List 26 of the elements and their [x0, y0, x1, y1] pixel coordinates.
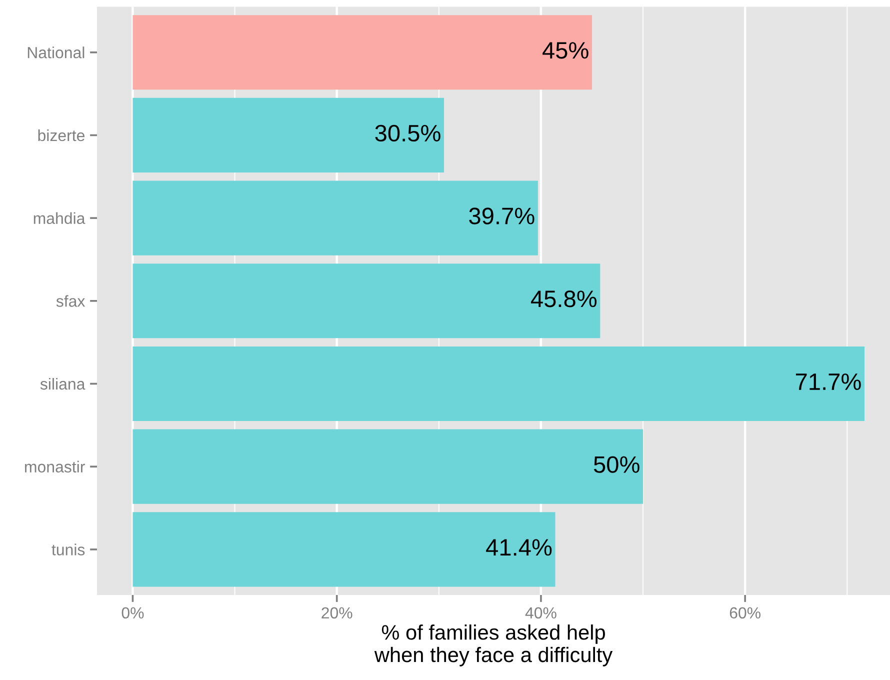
x-tick-label: 60%: [730, 607, 760, 619]
data-label: 71.7%: [796, 373, 861, 390]
data-label: 45%: [542, 42, 588, 59]
y-tick-label: mahdia: [34, 212, 86, 224]
bar: [132, 264, 600, 338]
x-tick-label: 20%: [322, 607, 352, 619]
x-axis-title: % of families asked help when they face a difficulty: [374, 624, 613, 666]
y-tick-label: bizerte: [38, 129, 84, 142]
y-tick-label: siliana: [40, 378, 86, 390]
y-tick-label: National: [28, 46, 84, 58]
bar: [132, 346, 864, 422]
data-label: 30.5%: [375, 124, 440, 142]
bar: [132, 15, 592, 90]
data-label: 45.8%: [530, 290, 597, 308]
bar: [132, 512, 556, 587]
y-tick-label: monastir: [25, 460, 85, 473]
x-tick-label: 40%: [525, 607, 556, 619]
data-label: 50%: [594, 456, 640, 473]
bar: [132, 180, 538, 256]
data-label: 39.7%: [469, 208, 534, 224]
x-tick-label: 0%: [122, 607, 144, 619]
bar: [132, 429, 644, 504]
bar: [132, 98, 444, 172]
y-tick-label: tunis: [52, 544, 85, 556]
y-tick-label: sfax: [56, 295, 86, 307]
data-label: 41.4%: [486, 539, 552, 556]
